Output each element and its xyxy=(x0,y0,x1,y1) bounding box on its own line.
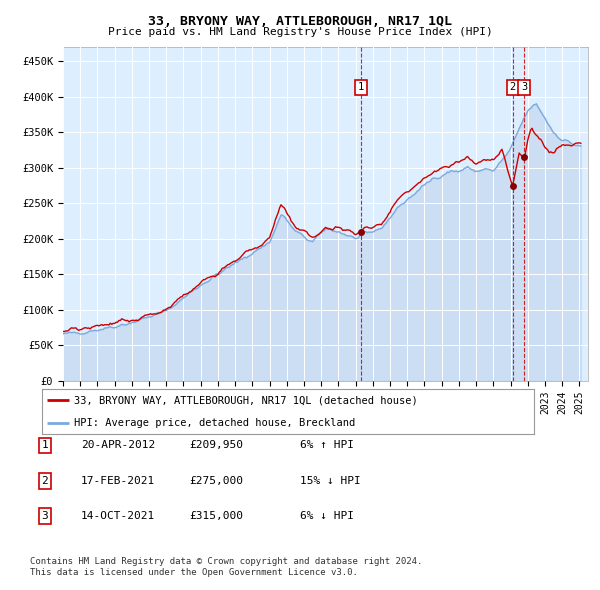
Text: 2: 2 xyxy=(41,476,49,486)
Text: 1: 1 xyxy=(41,441,49,450)
Text: Price paid vs. HM Land Registry's House Price Index (HPI): Price paid vs. HM Land Registry's House … xyxy=(107,27,493,37)
Text: 14-OCT-2021: 14-OCT-2021 xyxy=(81,512,155,521)
Text: 3: 3 xyxy=(521,82,527,92)
Text: 3: 3 xyxy=(41,512,49,521)
Text: 15% ↓ HPI: 15% ↓ HPI xyxy=(300,476,361,486)
Text: £275,000: £275,000 xyxy=(189,476,243,486)
Text: HPI: Average price, detached house, Breckland: HPI: Average price, detached house, Brec… xyxy=(74,418,355,428)
Text: 17-FEB-2021: 17-FEB-2021 xyxy=(81,476,155,486)
Text: 6% ↓ HPI: 6% ↓ HPI xyxy=(300,512,354,521)
Text: Contains HM Land Registry data © Crown copyright and database right 2024.: Contains HM Land Registry data © Crown c… xyxy=(30,557,422,566)
Text: £209,950: £209,950 xyxy=(189,441,243,450)
Text: This data is licensed under the Open Government Licence v3.0.: This data is licensed under the Open Gov… xyxy=(30,568,358,577)
Text: 20-APR-2012: 20-APR-2012 xyxy=(81,441,155,450)
Text: 33, BRYONY WAY, ATTLEBOROUGH, NR17 1QL (detached house): 33, BRYONY WAY, ATTLEBOROUGH, NR17 1QL (… xyxy=(74,395,418,405)
Text: 33, BRYONY WAY, ATTLEBOROUGH, NR17 1QL: 33, BRYONY WAY, ATTLEBOROUGH, NR17 1QL xyxy=(148,15,452,28)
Text: 6% ↑ HPI: 6% ↑ HPI xyxy=(300,441,354,450)
Text: 2: 2 xyxy=(509,82,516,92)
Text: £315,000: £315,000 xyxy=(189,512,243,521)
Text: 1: 1 xyxy=(358,82,364,92)
